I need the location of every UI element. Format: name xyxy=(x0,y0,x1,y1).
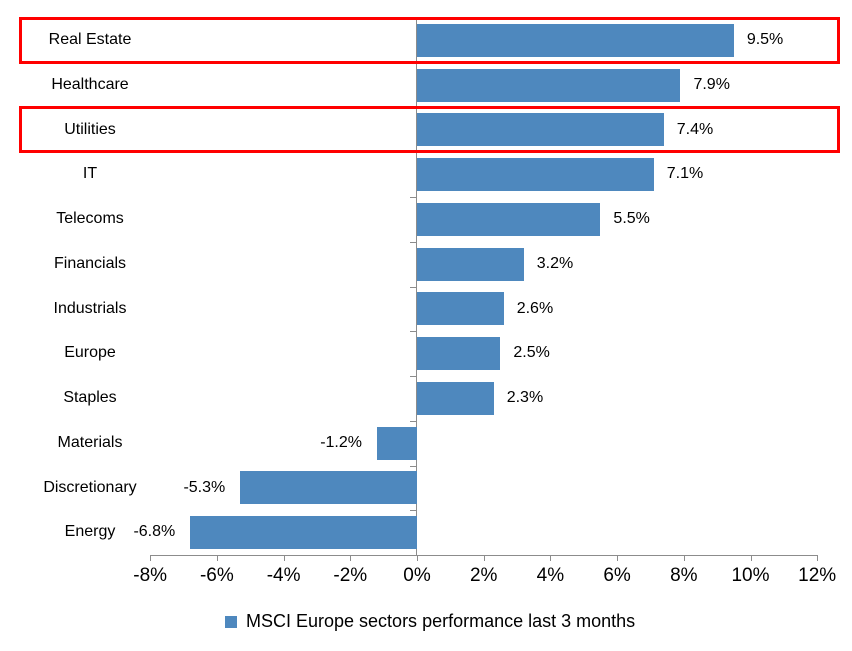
category-label: Financials xyxy=(53,254,127,272)
value-axis-tick xyxy=(750,555,752,561)
category-label: Real Estate xyxy=(48,31,132,48)
value-label: 3.2% xyxy=(536,254,574,272)
category-label: Industrials xyxy=(53,299,127,317)
category-label: Telecoms xyxy=(56,210,124,227)
value-axis-tick xyxy=(683,555,685,561)
category-label: Staples xyxy=(63,389,117,406)
value-label: 2.6% xyxy=(516,299,554,317)
value-axis-tick xyxy=(283,555,285,561)
category-axis-tick xyxy=(410,376,417,377)
bar xyxy=(417,158,654,192)
value-axis-tick xyxy=(617,555,619,561)
legend: MSCI Europe sectors performance last 3 m… xyxy=(225,611,635,632)
value-label: -6.8% xyxy=(133,523,176,541)
category-label: Discretionary xyxy=(43,478,137,496)
value-label: 9.5% xyxy=(746,31,784,48)
category-label: Utilities xyxy=(64,120,116,138)
highlight-box xyxy=(19,106,840,154)
category-label: Materials xyxy=(57,433,123,451)
value-axis-tick xyxy=(417,555,418,561)
value-axis-tick xyxy=(817,555,819,561)
category-axis-tick xyxy=(410,510,417,512)
bar xyxy=(376,426,417,460)
value-axis-tick-label: 0% xyxy=(403,565,431,586)
value-label: 2.5% xyxy=(513,344,550,362)
value-axis-tick-label: -4% xyxy=(266,565,301,586)
category-axis-tick xyxy=(410,197,417,198)
value-label: -1.2% xyxy=(320,433,362,451)
category-axis-tick xyxy=(410,465,417,467)
highlight-box xyxy=(19,16,840,64)
value-axis-tick xyxy=(483,555,485,561)
value-label: -5.3% xyxy=(183,478,226,496)
category-axis-tick xyxy=(410,420,417,422)
category-label: Healthcare xyxy=(51,75,129,93)
value-label: 7.9% xyxy=(693,75,730,93)
value-label: 7.1% xyxy=(666,165,704,183)
value-axis-tick-label: 10% xyxy=(731,565,770,586)
bar xyxy=(417,68,681,102)
bar xyxy=(417,381,494,415)
value-axis-tick-label: 12% xyxy=(798,565,837,586)
bar xyxy=(417,23,734,57)
value-label: 5.5% xyxy=(613,210,650,227)
bar xyxy=(417,337,501,371)
bar xyxy=(417,202,601,236)
legend-label: MSCI Europe sectors performance last 3 m… xyxy=(246,611,636,631)
bar xyxy=(417,247,524,281)
value-axis-tick-label: 2% xyxy=(469,565,498,586)
value-axis-tick xyxy=(350,555,352,561)
value-label: 7.4% xyxy=(676,120,714,138)
legend-marker-icon xyxy=(225,615,237,628)
value-axis-tick xyxy=(216,555,218,561)
bar xyxy=(240,471,417,505)
bar xyxy=(190,516,417,550)
value-axis-tick xyxy=(550,555,552,561)
value-axis-tick-label: 4% xyxy=(536,565,565,586)
category-axis-tick xyxy=(410,286,417,288)
category-label: IT xyxy=(82,165,98,183)
category-axis-tick xyxy=(410,555,417,556)
category-axis-tick xyxy=(410,331,417,333)
bar xyxy=(417,292,504,326)
bar xyxy=(417,113,664,147)
value-axis-tick-label: -6% xyxy=(199,565,234,586)
value-label: 2.3% xyxy=(506,389,544,406)
value-axis-tick xyxy=(150,555,152,561)
value-axis-tick-label: -2% xyxy=(333,565,368,586)
value-axis-tick-label: -8% xyxy=(133,565,168,586)
value-axis-tick-label: 6% xyxy=(603,565,631,586)
category-label: Energy xyxy=(64,523,116,541)
value-axis-tick-label: 8% xyxy=(670,565,698,586)
category-axis-tick xyxy=(410,241,417,243)
category-label: Europe xyxy=(64,344,116,362)
